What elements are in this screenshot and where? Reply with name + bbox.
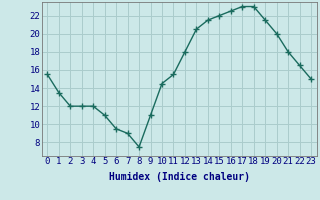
X-axis label: Humidex (Indice chaleur): Humidex (Indice chaleur) [109, 172, 250, 182]
